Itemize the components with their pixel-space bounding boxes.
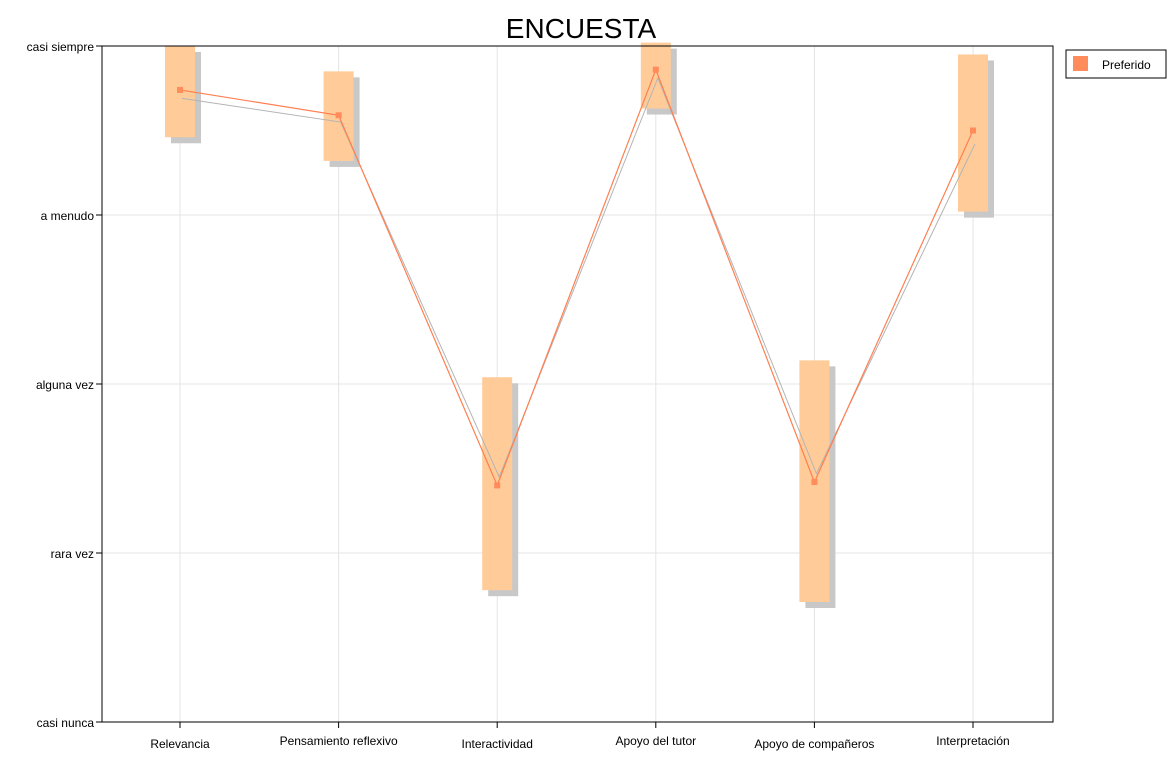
data-point-marker — [652, 66, 659, 73]
y-tick-label: rara vez — [51, 547, 94, 561]
grid-layer — [102, 46, 1053, 722]
data-point-marker — [335, 112, 342, 119]
legend: Preferido — [1065, 49, 1167, 79]
data-point-marker — [177, 86, 183, 93]
data-point-marker — [970, 127, 976, 134]
legend-label-preferido: Preferido — [1102, 58, 1151, 72]
x-tick-label: Interpretación — [936, 734, 1009, 748]
line-layer — [177, 66, 976, 489]
x-tick-label: Apoyo de compañeros — [754, 737, 874, 751]
x-tick-label: Relevancia — [150, 737, 210, 751]
x-tick-label: Apoyo del tutor — [615, 734, 696, 748]
y-tick-label: a menudo — [41, 209, 95, 223]
band-layer — [165, 42, 994, 609]
y-tick-label: casi nunca — [37, 716, 95, 730]
y-tick-label: alguna vez — [36, 378, 94, 392]
legend-swatch-preferido — [1073, 56, 1088, 71]
series-shadow-line — [181, 76, 976, 479]
data-point-marker — [811, 479, 818, 486]
data-point-marker — [494, 482, 501, 489]
chart-title: ENCUESTA — [506, 13, 657, 44]
plot-frame — [101, 45, 1054, 723]
x-tick-label: Interactividad — [462, 737, 533, 751]
axis-layer: casi nunca rara vez alguna vez a menudo casi… — [27, 40, 1054, 751]
x-tick-label: Pensamiento reflexivo — [280, 734, 398, 748]
y-tick-label: casi siempre — [27, 40, 95, 54]
series-line-preferido — [179, 67, 974, 487]
